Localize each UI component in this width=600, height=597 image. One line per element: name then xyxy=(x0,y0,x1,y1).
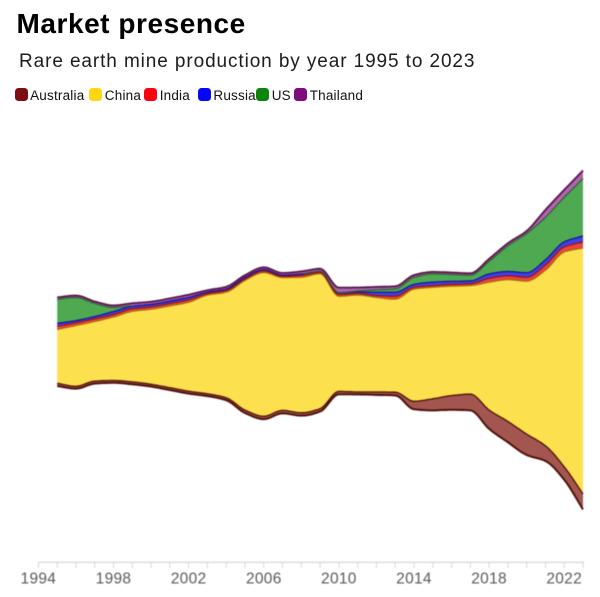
svg-text:1998: 1998 xyxy=(96,570,132,587)
svg-text:2022: 2022 xyxy=(546,570,582,587)
svg-text:2014: 2014 xyxy=(396,570,432,587)
svg-text:2006: 2006 xyxy=(246,570,282,587)
svg-text:2002: 2002 xyxy=(171,570,207,587)
svg-text:2010: 2010 xyxy=(321,570,357,587)
svg-text:1994: 1994 xyxy=(21,570,57,587)
svg-text:2018: 2018 xyxy=(471,570,507,587)
